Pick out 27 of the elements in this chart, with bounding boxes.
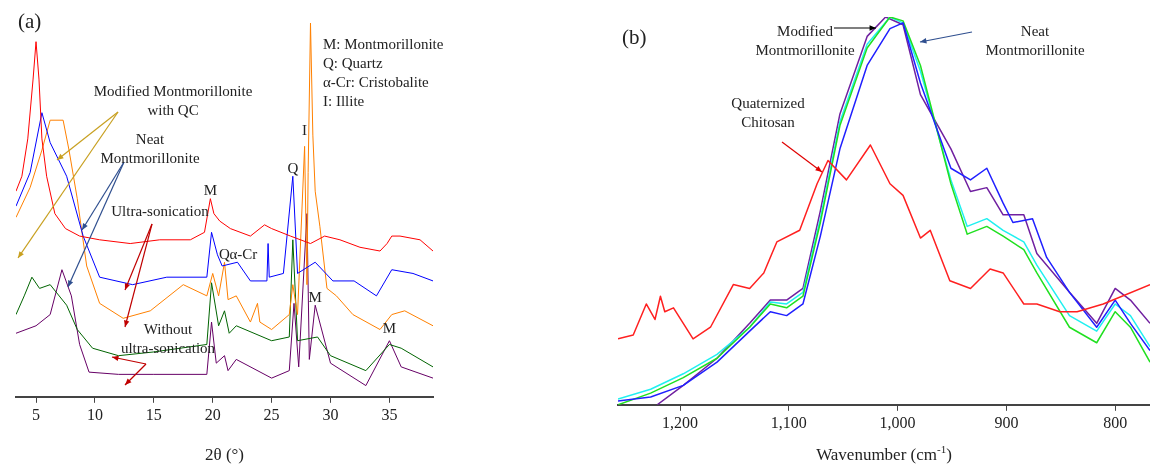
x-tick-label: 20 [204,405,221,423]
annotation: α-Cr [229,245,258,262]
chart-title: (b) [622,24,647,49]
annotation: M [308,288,322,305]
x-tick-label: 1,200 [662,413,699,431]
annotation: Modified Montmorillonite with QC [93,82,253,118]
x-axis-title: 2θ (°) [204,445,245,464]
x-tick-label: 900 [994,413,1019,431]
annotation: Neat Montmorillonite [985,22,1085,58]
annotation: Q [287,159,299,176]
x-tick-label: 25 [263,405,280,423]
annotation: Neat Montmorillonite [100,130,200,166]
x-tick-label: 1,100 [770,413,807,431]
annotation: M [203,182,218,199]
x-tick-label: 10 [86,405,103,423]
x-tick-label: 15 [145,405,162,423]
chart-title: (a) [18,8,42,33]
annotation: M [382,320,397,337]
x-tick-label: 1,000 [879,413,916,431]
x-tick-label: 800 [1103,413,1128,431]
annotation: Modified Montmorillonite [755,22,855,58]
annotation: I [302,122,308,139]
x-tick-label: 35 [381,405,398,423]
x-tick-label: 5 [32,405,41,423]
annotation: Quaternized Chitosan [731,94,806,130]
x-tick-label: 30 [322,405,339,423]
annotation: M: Montmorillonite Q: Quartz α-Cr: Cristobalite I: Illite [323,35,444,109]
